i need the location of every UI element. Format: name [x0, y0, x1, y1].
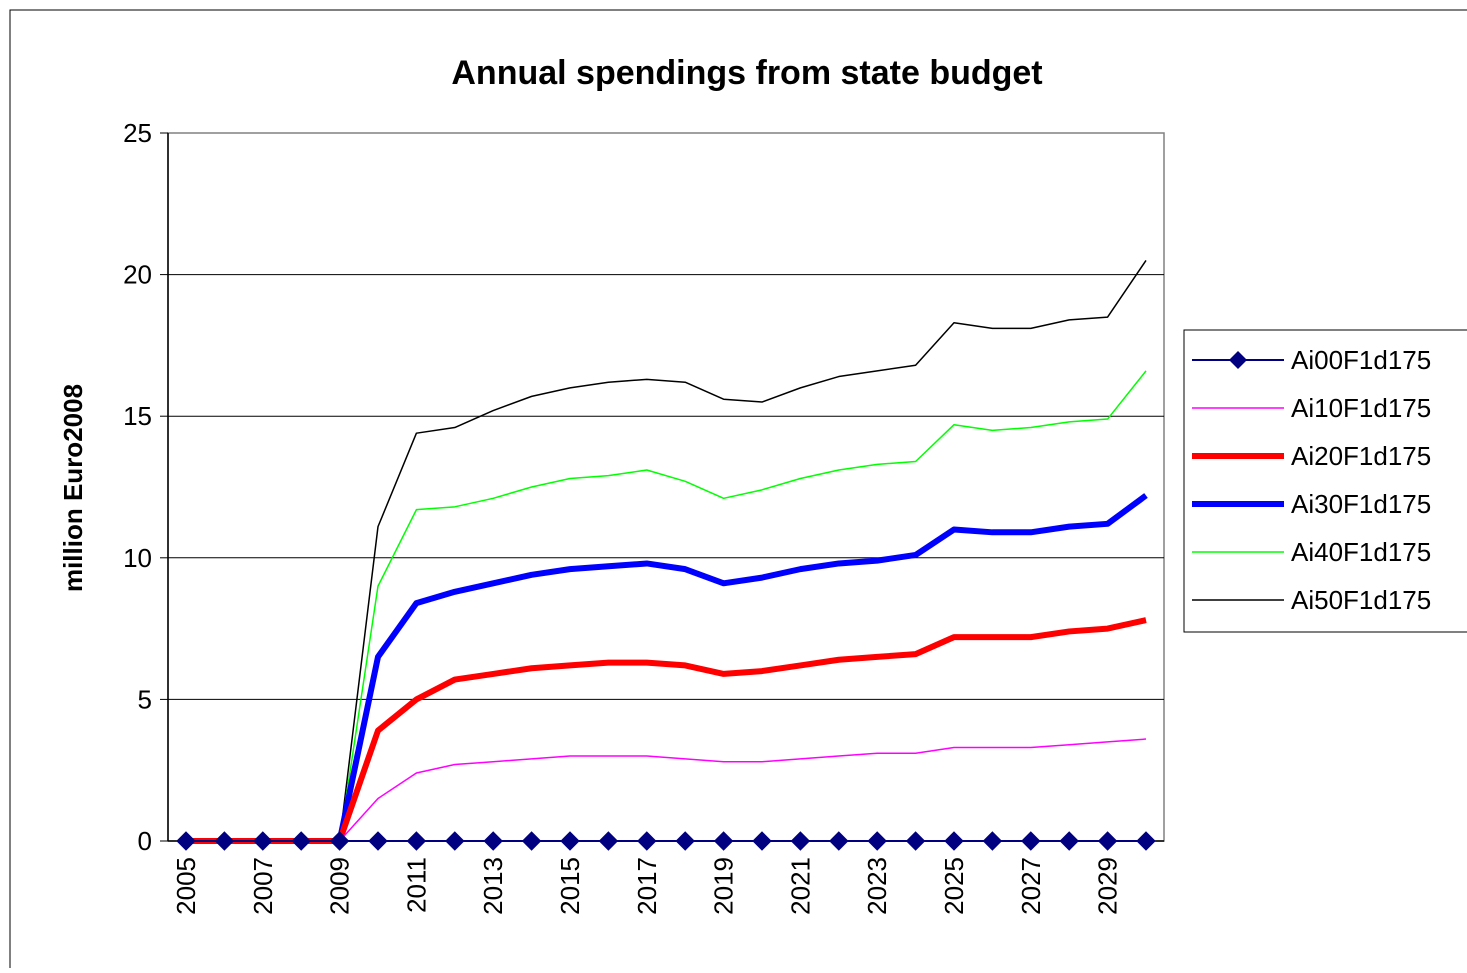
x-tick-label: 2005: [171, 857, 201, 915]
y-tick-label: 15: [123, 401, 152, 431]
data-point-marker: [368, 831, 388, 851]
legend-label: Ai00F1d175: [1291, 345, 1431, 375]
x-tick-label: 2013: [478, 857, 508, 915]
legend-label: Ai20F1d175: [1291, 441, 1431, 471]
series-line-Ai50F1d175: [186, 260, 1147, 842]
data-point-marker: [329, 831, 350, 851]
y-tick-label: 25: [123, 118, 152, 148]
data-point-marker: [483, 831, 503, 851]
x-tick-label: 2021: [785, 857, 815, 915]
data-point-marker: [829, 831, 849, 851]
x-tick-label: 2011: [401, 857, 431, 913]
data-point-marker: [1097, 831, 1118, 851]
data-point-marker: [790, 831, 811, 851]
data-point-marker: [560, 831, 580, 851]
y-tick-label: 5: [138, 684, 152, 714]
x-tick-label: 2009: [325, 857, 355, 915]
x-tick-label: 2017: [632, 857, 662, 915]
data-point-marker: [445, 831, 465, 851]
x-tick-label: 2007: [248, 857, 278, 915]
data-point-marker: [713, 831, 734, 851]
x-tick-label: 2023: [862, 857, 892, 915]
data-point-marker: [406, 831, 427, 851]
data-point-marker: [944, 831, 964, 851]
data-point-marker: [1059, 831, 1079, 851]
x-tick-label: 2027: [1016, 857, 1046, 915]
x-tick-label: 2029: [1093, 857, 1123, 915]
y-tick-label: 0: [138, 826, 152, 856]
data-point-marker: [1136, 831, 1156, 851]
y-tick-label: 10: [123, 543, 152, 573]
legend-box: [1183, 329, 1467, 633]
series-line-Ai20F1d175: [186, 617, 1147, 844]
data-point-marker: [214, 831, 235, 851]
data-point-marker: [905, 831, 926, 851]
data-point-marker: [982, 831, 1003, 851]
data-point-marker: [1021, 831, 1041, 851]
data-point-marker: [176, 831, 196, 851]
legend-label: Ai40F1d175: [1291, 537, 1431, 567]
data-point-marker: [752, 831, 772, 851]
data-point-marker: [253, 831, 273, 851]
y-axis-label: million Euro2008: [58, 384, 88, 592]
data-point-marker: [675, 831, 695, 851]
series-line-Ai10F1d175: [186, 738, 1147, 842]
legend: Ai00F1d175 Ai10F1d175 Ai20F1d175 Ai30F1d175…: [1183, 329, 1467, 633]
data-point-marker: [637, 831, 657, 851]
chart-title: Annual spendings from state budget: [451, 54, 1042, 92]
data-point-marker: [867, 831, 887, 851]
series-line-Ai30F1d175: [186, 493, 1148, 844]
x-tick-label: 2025: [939, 857, 969, 915]
legend-label: Ai10F1d175: [1291, 393, 1431, 423]
legend-label: Ai50F1d175: [1291, 585, 1431, 615]
y-tick-label: 20: [123, 260, 152, 290]
x-tick-label: 2015: [555, 857, 585, 915]
plot-area-frame: [167, 132, 1165, 842]
data-point-marker: [291, 831, 311, 851]
x-tick-label: 2019: [709, 857, 739, 915]
legend-label: Ai30F1d175: [1291, 489, 1431, 519]
data-point-marker: [521, 831, 542, 851]
legend-marker: [1229, 351, 1247, 369]
data-point-marker: [598, 831, 619, 851]
